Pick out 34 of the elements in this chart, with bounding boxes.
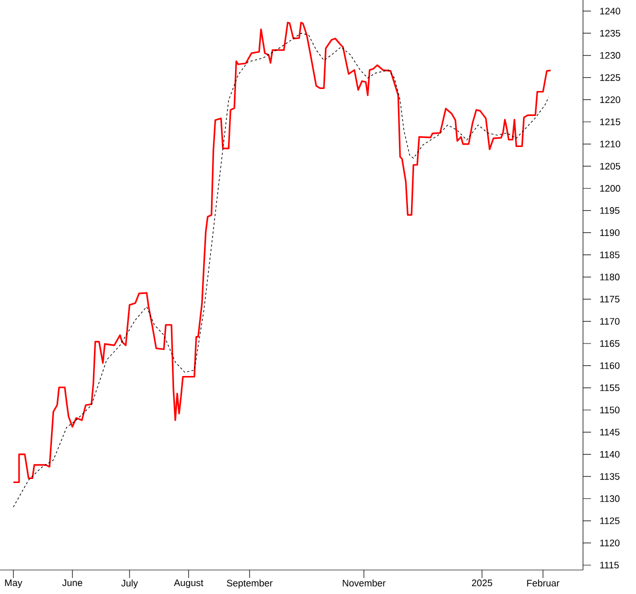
y-tick-label: 1220 [600,96,620,104]
y-tick-label: 1190 [600,229,620,236]
y-tick-label: 1150 [600,406,620,414]
x-tick-label: June [62,580,82,586]
y-tick-label: 1155 [600,384,620,392]
y-tick-label: 1205 [600,162,620,170]
x-tick-label: Februar [527,580,560,586]
x-tick-label: September [226,580,273,588]
y-tick-label: 1240 [600,8,620,14]
x-tick-label: 2025 [472,580,492,586]
y-tick-label: 1215 [600,118,620,126]
x-tick-label: November [342,580,386,586]
y-tick-label: 1235 [600,30,620,37]
y-tick-label: 1170 [600,318,620,325]
y-tick-label: 1175 [600,296,620,302]
x-tick-label: July [121,580,138,588]
y-tick-label: 1210 [600,140,620,148]
y-tick-label: 1195 [600,207,620,214]
y-tick-label: 1135 [600,473,620,480]
y-tick-label: 1225 [600,74,620,81]
y-tick-label: 1180 [600,274,620,280]
y-tick-label: 1145 [600,428,620,436]
y-tick-label: 1185 [600,252,620,258]
y-tick-label: 1115 [600,562,619,568]
y-tick-label: 1230 [600,52,620,59]
y-tick-label: 1160 [600,362,620,370]
y-tick-label: 1130 [600,495,620,502]
y-tick-label: 1200 [600,185,620,192]
y-tick-label: 1125 [600,517,620,524]
x-tick-label: August [174,580,204,588]
y-tick-label: 1120 [600,540,620,546]
y-tick-label: 1165 [600,340,620,347]
x-tick-label: May [5,580,22,588]
y-tick-label: 1140 [600,450,620,458]
